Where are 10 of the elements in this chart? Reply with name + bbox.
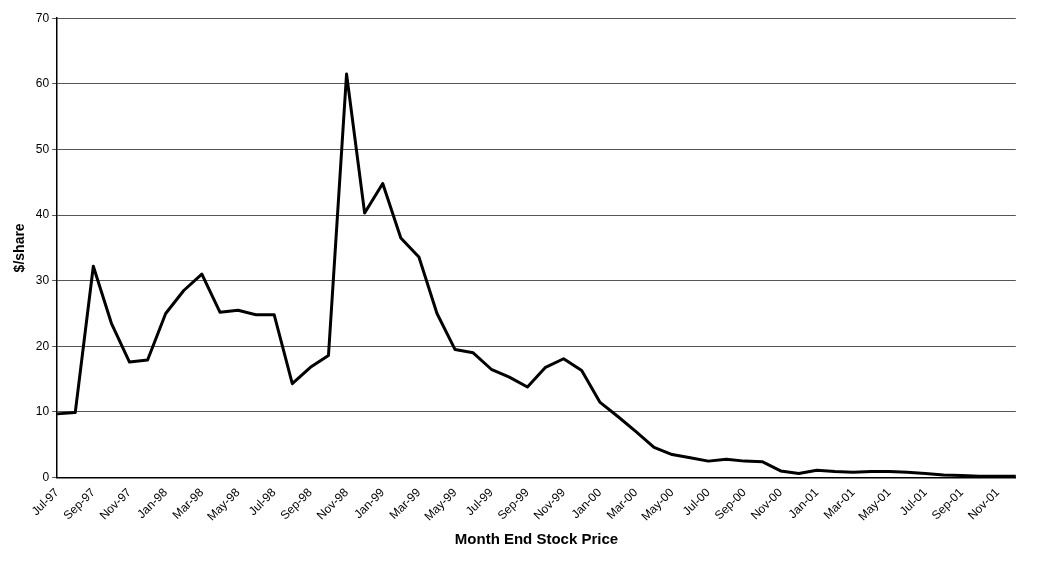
y-tick-label: 20: [35, 338, 50, 353]
y-tick-label: 70: [35, 10, 50, 25]
y-tick-label: 0: [42, 469, 50, 484]
y-tick-label: 40: [35, 207, 50, 222]
x-axis-title: Month End Stock Price: [454, 530, 619, 548]
y-axis-title: $/share: [11, 223, 28, 273]
y-tick-label: 10: [35, 404, 50, 419]
y-tick-label: 50: [35, 141, 50, 156]
y-tick-label: 60: [35, 76, 50, 91]
y-tick-label: 30: [35, 272, 50, 287]
